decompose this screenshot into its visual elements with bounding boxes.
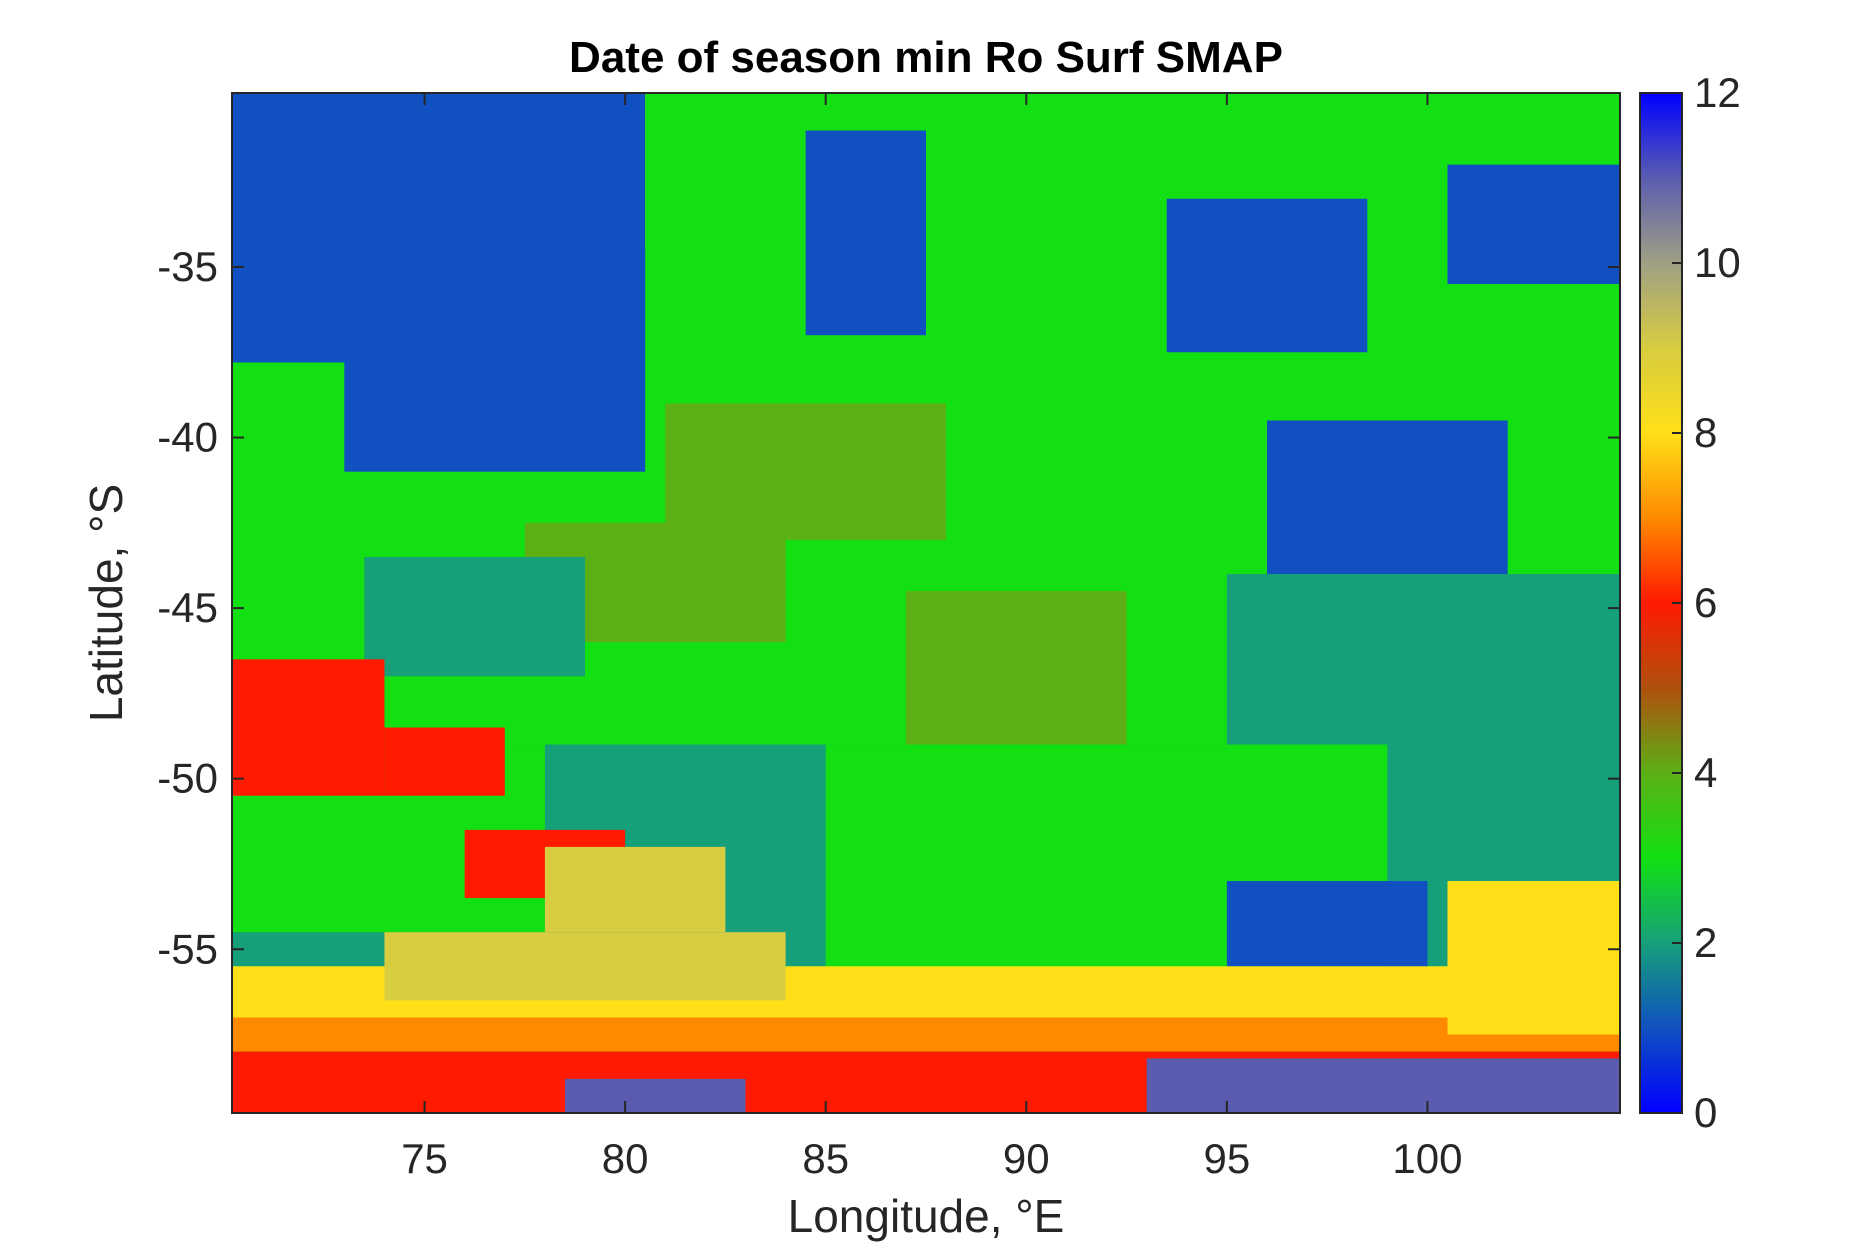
colorbar-tick-label: 12	[1694, 69, 1741, 116]
heatmap-region-5	[1447, 164, 1620, 285]
x-tick-label: 100	[1392, 1135, 1462, 1182]
heatmap-region-20	[1226, 881, 1428, 967]
heatmap-region-3	[805, 130, 926, 336]
colorbar-tick-label: 0	[1694, 1089, 1717, 1136]
colorbar-tick-label: 10	[1694, 239, 1741, 286]
colorbar-tick-label: 8	[1694, 409, 1717, 456]
heatmap-region-12	[1226, 574, 1620, 745]
heatmap-region-4	[1166, 198, 1368, 353]
heatmap-region-1	[232, 93, 646, 363]
heatmap-region-6	[344, 362, 646, 472]
heatmap-region-16	[232, 659, 385, 796]
x-tick-label: 90	[1003, 1135, 1050, 1182]
x-tick-label: 95	[1204, 1135, 1251, 1182]
y-tick-label: -55	[157, 925, 218, 972]
plot-frame	[231, 92, 1621, 1114]
colorbar-tick-label: 2	[1694, 919, 1717, 966]
colorbar-tick-label: 4	[1694, 749, 1717, 796]
y-axis-label: Latitude, °S	[80, 484, 132, 722]
colorbar: 0 2 4 6 8 10 12	[1639, 69, 1741, 1136]
heatmap-region-10	[905, 591, 1127, 745]
plot-area: 75 80 85 90 95 100 -35 -40 -45 -50 -55	[157, 92, 1621, 1182]
heatmap-region-19	[544, 846, 726, 933]
chart-title: Date of season min Ro Surf SMAP	[569, 33, 1283, 82]
y-tick-label: -35	[157, 243, 218, 290]
heatmap-region-27	[1447, 881, 1620, 1035]
y-tick-label: -50	[157, 755, 218, 802]
colorbar-tick-label: 6	[1694, 579, 1717, 626]
x-tick-label: 85	[802, 1135, 849, 1182]
heatmap-region-26	[564, 1078, 746, 1113]
heatmap-region-7	[1266, 420, 1508, 575]
y-tick-label: -45	[157, 584, 218, 631]
x-tick-label: 75	[401, 1135, 448, 1182]
heatmap-region-8	[665, 403, 947, 540]
heatmap-region-25	[1146, 1058, 1620, 1113]
heatmap-region-23	[232, 1017, 1620, 1052]
y-tick-label: -40	[157, 414, 218, 461]
heatmap-region-17	[384, 727, 505, 796]
x-axis-label: Longitude, °E	[788, 1190, 1065, 1242]
heatmap-region-11	[364, 556, 586, 677]
x-tick-label: 80	[602, 1135, 649, 1182]
heatmap-region-22	[384, 932, 786, 1001]
